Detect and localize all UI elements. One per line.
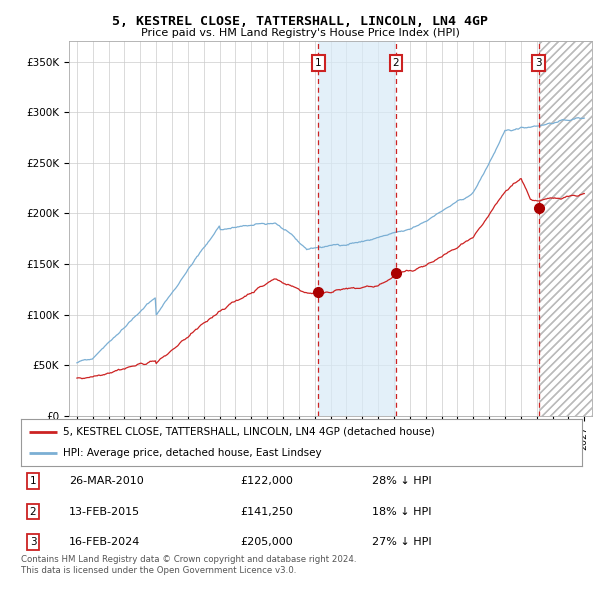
Bar xyxy=(539,41,592,416)
Text: 28% ↓ HPI: 28% ↓ HPI xyxy=(372,476,431,486)
Text: £205,000: £205,000 xyxy=(240,537,293,547)
Text: HPI: Average price, detached house, East Lindsey: HPI: Average price, detached house, East… xyxy=(63,448,322,458)
Text: 3: 3 xyxy=(535,58,542,68)
Bar xyxy=(319,41,396,416)
Text: £122,000: £122,000 xyxy=(240,476,293,486)
Text: 26-MAR-2010: 26-MAR-2010 xyxy=(69,476,144,486)
Text: 1: 1 xyxy=(29,476,37,486)
Text: 27% ↓ HPI: 27% ↓ HPI xyxy=(372,537,431,547)
Text: 2: 2 xyxy=(29,507,37,516)
Text: 18% ↓ HPI: 18% ↓ HPI xyxy=(372,507,431,516)
Text: 5, KESTREL CLOSE, TATTERSHALL, LINCOLN, LN4 4GP (detached house): 5, KESTREL CLOSE, TATTERSHALL, LINCOLN, … xyxy=(63,427,435,437)
Text: 1: 1 xyxy=(315,58,322,68)
Text: Price paid vs. HM Land Registry's House Price Index (HPI): Price paid vs. HM Land Registry's House … xyxy=(140,28,460,38)
Text: Contains HM Land Registry data © Crown copyright and database right 2024.
This d: Contains HM Land Registry data © Crown c… xyxy=(21,555,356,575)
Text: £141,250: £141,250 xyxy=(240,507,293,516)
Text: 3: 3 xyxy=(29,537,37,547)
Text: 5, KESTREL CLOSE, TATTERSHALL, LINCOLN, LN4 4GP: 5, KESTREL CLOSE, TATTERSHALL, LINCOLN, … xyxy=(112,15,488,28)
Text: 13-FEB-2015: 13-FEB-2015 xyxy=(69,507,140,516)
Bar xyxy=(539,41,592,416)
Text: 2: 2 xyxy=(392,58,399,68)
Text: 16-FEB-2024: 16-FEB-2024 xyxy=(69,537,140,547)
